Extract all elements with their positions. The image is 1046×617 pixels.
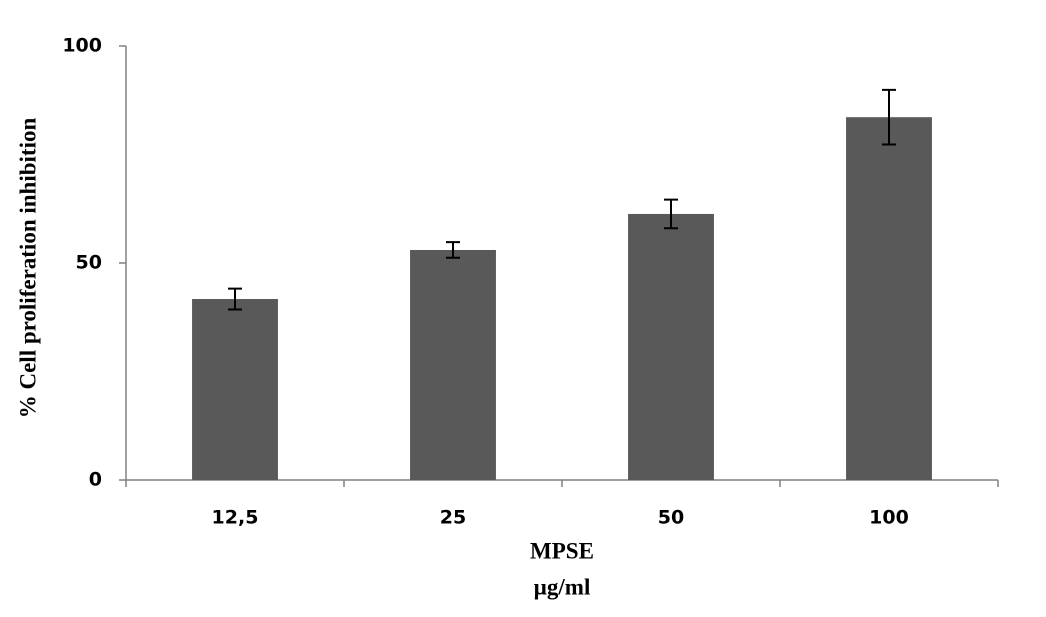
- x-axis-label: MPSE: [530, 538, 594, 563]
- bar: [628, 213, 714, 480]
- x-tick-label: 12,5: [212, 507, 259, 529]
- bar: [192, 299, 278, 480]
- x-tick-label: 100: [869, 507, 909, 529]
- y-axis-label: % Cell proliferation inhibition: [15, 118, 40, 419]
- error-bar: [664, 198, 678, 230]
- x-axis-unit: µg/ml: [534, 574, 591, 599]
- error-bar: [446, 241, 460, 259]
- bar: [410, 249, 496, 480]
- y-tick-label: 50: [76, 252, 102, 274]
- x-tick-label: 50: [658, 507, 684, 529]
- error-bar: [228, 287, 242, 311]
- x-tick-label: 25: [440, 507, 466, 529]
- y-tick-label: 100: [62, 35, 102, 57]
- bar: [846, 117, 932, 481]
- y-tick-label: 0: [89, 469, 102, 491]
- error-bar: [882, 88, 896, 146]
